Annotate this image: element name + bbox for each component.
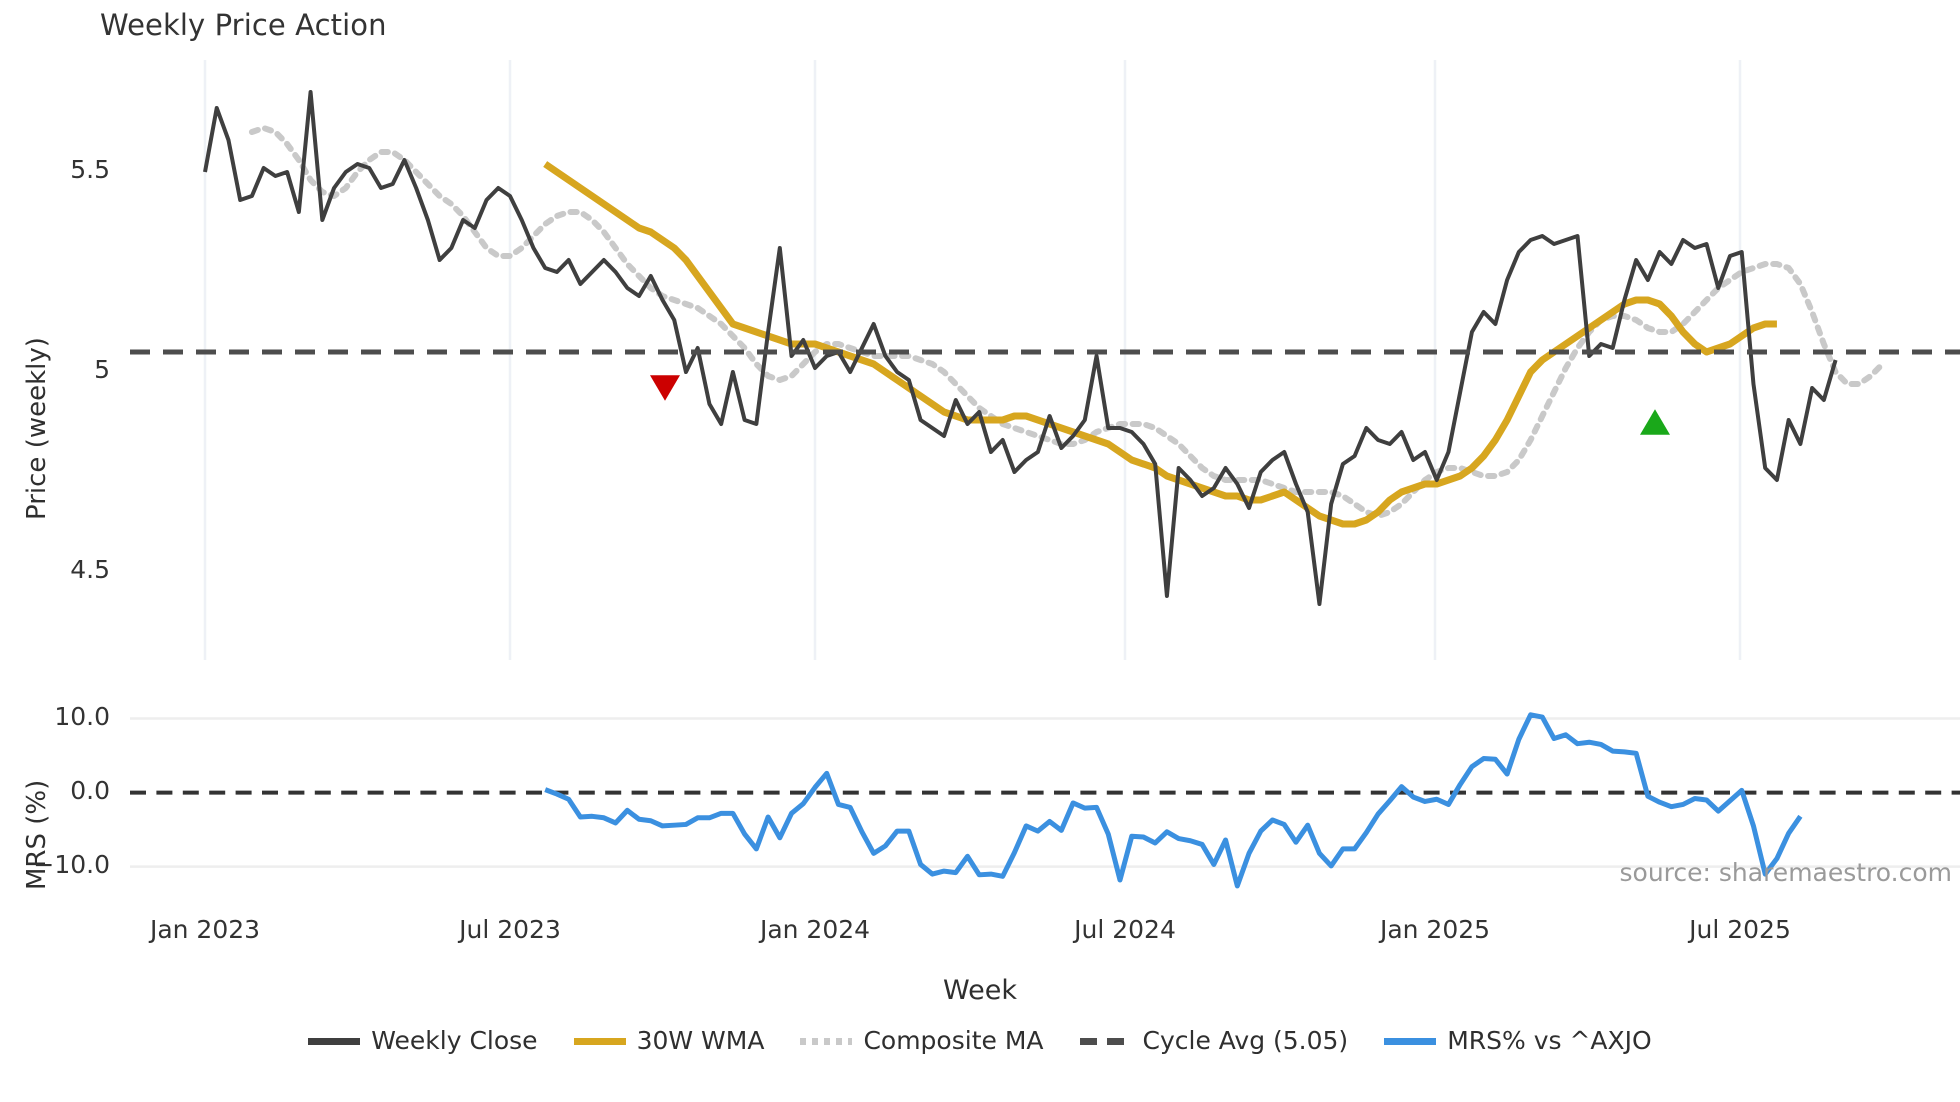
x-tick-label: Jul 2025	[1689, 915, 1791, 944]
line-solid-icon	[573, 1030, 626, 1052]
page-title: Weekly Price Action	[100, 8, 387, 42]
y-tick-label-price: 4.5	[70, 555, 110, 584]
line-dotted-icon	[800, 1030, 853, 1052]
line-solid-icon	[308, 1030, 361, 1052]
x-tick-label: Jan 2025	[1379, 915, 1491, 944]
y-tick-label-price: 5	[94, 355, 110, 384]
y-tick-label-price: 5.5	[70, 155, 110, 184]
line-dashed-icon	[1079, 1030, 1132, 1052]
mrs-plot-svg	[130, 712, 1960, 889]
y-tick-label-mrs: 10.0	[54, 701, 110, 731]
series-30w-wma	[543, 161, 1777, 528]
buy-marker	[1640, 409, 1670, 435]
legend-label: Cycle Avg (5.05)	[1142, 1026, 1349, 1055]
line-solid-icon	[1384, 1030, 1437, 1052]
price-plot-panel	[130, 60, 1960, 660]
legend-item-30w-wma[interactable]: 30W WMA	[573, 1026, 765, 1055]
x-axis-label: Week	[943, 975, 1017, 1006]
legend-item-cycle-avg-5-05[interactable]: Cycle Avg (5.05)	[1079, 1026, 1349, 1055]
legend-label: Weekly Close	[371, 1026, 538, 1055]
sell-marker	[650, 375, 680, 401]
chart-legend: Weekly Close 30W WMA Composite MA Cycle Avg…	[0, 1026, 1960, 1055]
series-mrs-vs-axjo	[544, 712, 1803, 889]
legend-item-mrs-vs-axjo[interactable]: MRS% vs ^AXJO	[1384, 1026, 1652, 1055]
mrs-plot-panel	[130, 700, 1960, 900]
source-watermark: source: sharemaestro.com	[1619, 858, 1953, 887]
legend-label: 30W WMA	[636, 1026, 765, 1055]
x-tick-label: Jul 2023	[459, 915, 561, 944]
x-tick-label: Jan 2023	[149, 915, 261, 944]
x-tick-label: Jul 2024	[1074, 915, 1176, 944]
legend-label: MRS% vs ^AXJO	[1447, 1026, 1652, 1055]
legend-item-composite-ma[interactable]: Composite MA	[800, 1026, 1044, 1055]
y-tick-label-mrs: −10.0	[33, 849, 110, 879]
x-tick-label: Jan 2024	[759, 915, 871, 944]
legend-item-weekly-close[interactable]: Weekly Close	[308, 1026, 538, 1055]
price-plot-svg	[130, 60, 1960, 660]
series-composite-ma	[248, 125, 1886, 519]
y-tick-label-mrs: 0.0	[70, 775, 110, 805]
legend-label: Composite MA	[863, 1026, 1044, 1055]
series-weekly-close	[203, 90, 1838, 606]
